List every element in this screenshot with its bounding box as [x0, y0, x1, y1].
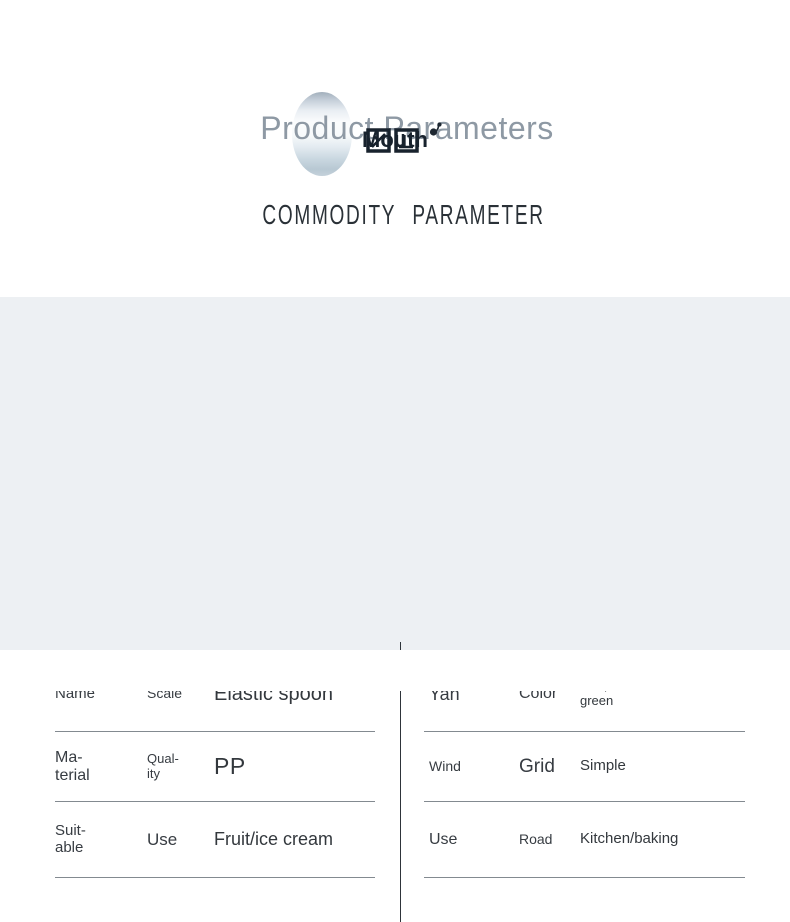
- param-row-grid: Wind Grid Simple: [424, 732, 745, 802]
- param-label: Wind: [429, 757, 461, 774]
- parameters-panel: Name Scale Elastic spoon Ma- terial Qual…: [0, 297, 790, 922]
- param-value: Kitchen/baking: [580, 830, 679, 848]
- param-label: Ma- terial: [55, 748, 90, 784]
- param-sublabel: Use: [147, 829, 178, 849]
- cjk-tofu-boxes-icon: [366, 128, 419, 153]
- product-parameters-section: Product Parameters Mouth COMMODITY PARAM…: [0, 92, 790, 922]
- bottom-whitespace: [0, 650, 790, 691]
- param-label: Suit- able: [55, 821, 86, 856]
- param-label: Use: [429, 830, 458, 848]
- ink-blot-icon: [429, 122, 442, 136]
- subtitle-wrap: COMMODITY PARAMETER: [0, 199, 790, 231]
- param-sublabel: Road: [519, 830, 553, 847]
- sphere-ornament-icon: [292, 92, 352, 176]
- param-sublabel: Grid: [519, 755, 555, 777]
- page-title: Product Parameters: [260, 110, 554, 146]
- param-row-use: Use Road Kitchen/baking: [424, 802, 745, 878]
- param-row-material: Ma- terial Qual- ity PP: [55, 732, 375, 802]
- param-value: Fruit/ice cream: [214, 829, 334, 850]
- param-row-suitable: Suit- able Use Fruit/ice cream: [55, 802, 375, 878]
- section-subtitle: COMMODITY PARAMETER: [262, 199, 546, 230]
- param-value: PP: [214, 752, 246, 779]
- param-sublabel: Qual- ity: [147, 750, 179, 781]
- param-value: Simple: [580, 757, 626, 775]
